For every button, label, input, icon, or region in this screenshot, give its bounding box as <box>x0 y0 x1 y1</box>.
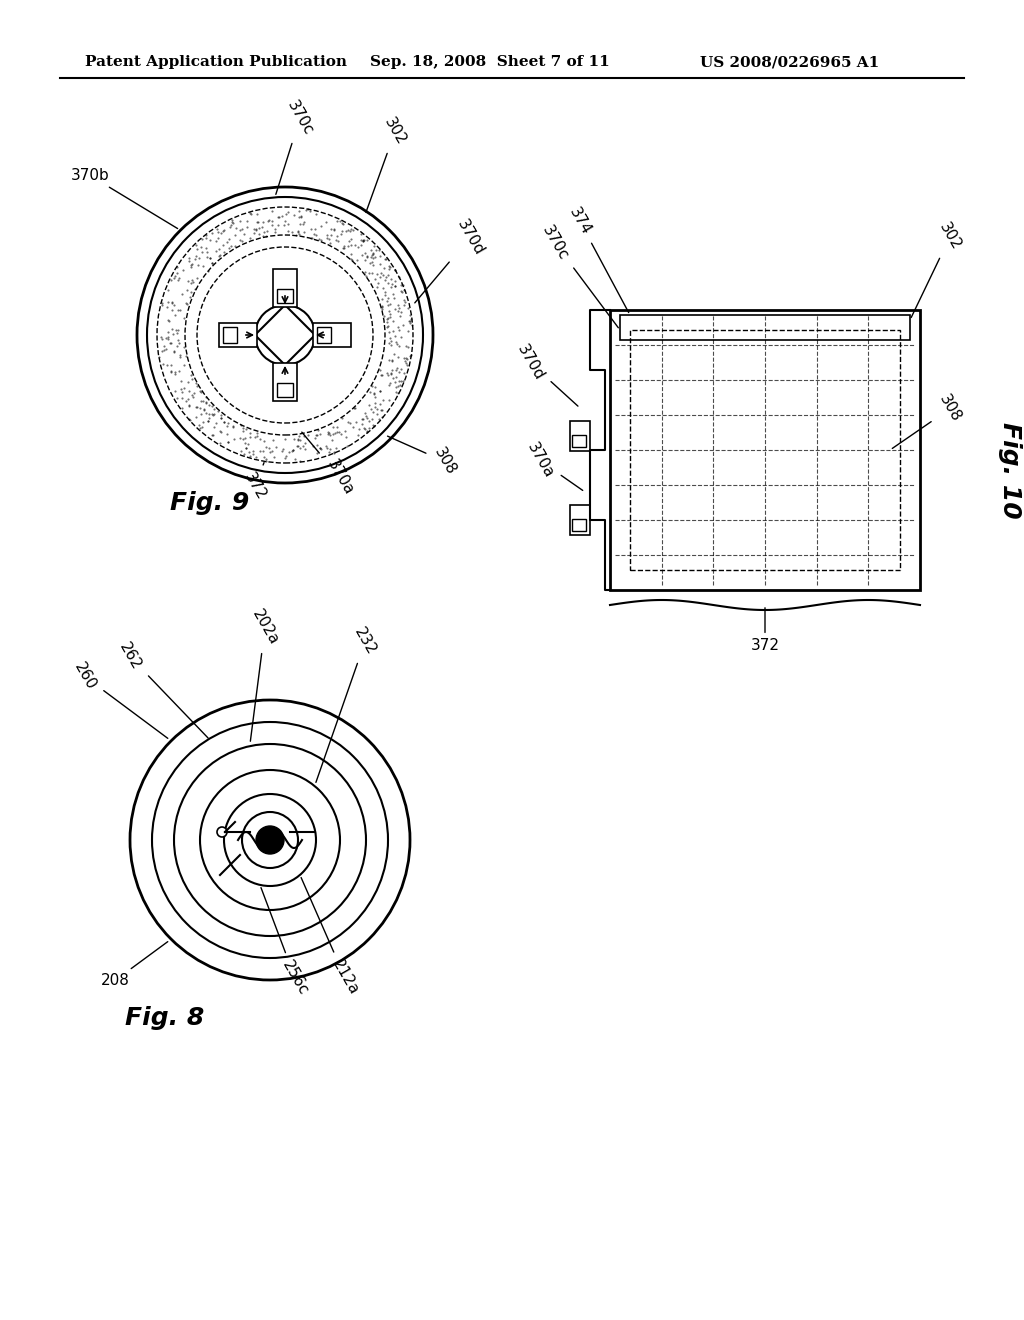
Text: 370a: 370a <box>302 432 356 498</box>
Bar <box>570 421 590 451</box>
Bar <box>610 310 920 590</box>
Text: Patent Application Publication: Patent Application Publication <box>85 55 347 69</box>
Text: 260: 260 <box>72 660 168 738</box>
Text: 232: 232 <box>316 626 379 783</box>
Text: 372: 372 <box>751 607 779 653</box>
Text: US 2008/0226965 A1: US 2008/0226965 A1 <box>700 55 880 69</box>
Bar <box>630 330 900 570</box>
Bar <box>273 269 297 308</box>
Text: 302: 302 <box>366 115 409 213</box>
Text: 256c: 256c <box>261 887 311 998</box>
Bar <box>572 519 586 531</box>
Text: Fig. 9: Fig. 9 <box>170 491 249 515</box>
Text: 372: 372 <box>242 462 268 503</box>
Bar <box>620 315 910 341</box>
Text: 308: 308 <box>892 392 964 449</box>
Circle shape <box>217 828 227 837</box>
Bar <box>223 327 237 343</box>
Text: 308: 308 <box>387 436 459 478</box>
Text: 370c: 370c <box>539 223 618 327</box>
Bar <box>278 383 293 397</box>
Circle shape <box>256 826 284 854</box>
Text: 370a: 370a <box>524 441 583 491</box>
Polygon shape <box>255 305 315 366</box>
Bar <box>219 323 257 347</box>
Bar <box>317 327 331 343</box>
Bar <box>313 323 351 347</box>
Text: Sep. 18, 2008  Sheet 7 of 11: Sep. 18, 2008 Sheet 7 of 11 <box>370 55 609 69</box>
Text: Fig. 10: Fig. 10 <box>998 421 1022 519</box>
Text: 202a: 202a <box>249 607 281 742</box>
Text: 302: 302 <box>911 220 964 318</box>
Text: 370b: 370b <box>71 168 177 228</box>
Text: 370c: 370c <box>275 98 315 194</box>
Text: 262: 262 <box>117 640 208 738</box>
Text: 212a: 212a <box>301 878 361 998</box>
Text: 374: 374 <box>566 206 629 313</box>
Text: Fig. 8: Fig. 8 <box>125 1006 204 1030</box>
Circle shape <box>255 305 315 366</box>
Bar <box>273 363 297 401</box>
Text: 370d: 370d <box>514 342 578 407</box>
Bar <box>278 289 293 304</box>
Text: 370d: 370d <box>415 216 486 302</box>
Bar <box>572 436 586 447</box>
Text: 208: 208 <box>100 941 168 987</box>
Bar <box>570 506 590 535</box>
